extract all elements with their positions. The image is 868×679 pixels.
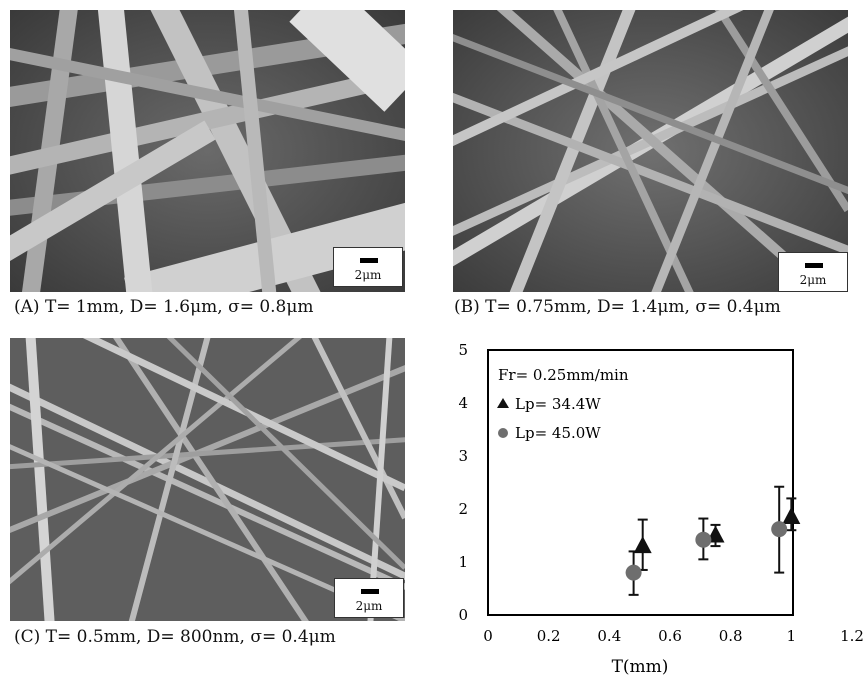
x-axis-label: T(mm) [612,657,669,677]
scale-box-b: 2μm [778,252,848,292]
circle-marker [771,521,788,538]
legend-label-45-0w: Lp= 45.0W [515,424,601,442]
plot-frame [487,349,794,616]
scale-label-c: 2μm [355,599,383,613]
fiber-image-a [10,10,405,292]
sem-image-b: 2μm [453,10,848,292]
circle-marker [695,531,712,548]
x-tick-label: 0 [483,627,493,645]
x-tick-label: 0.8 [719,627,743,645]
scale-label-b: 2μm [799,273,827,287]
circle-marker [625,564,642,581]
triangle-marker [633,536,652,554]
diameter-vs-thickness-chart: 0 1 2 3 4 5 0 0.2 0.4 0.6 0.8 1 1.2 Fr= 0.25mm/min … [458,341,864,677]
y-tick-labels: 0 1 2 3 4 5 [458,341,468,624]
x-tick-label: 0.4 [597,627,621,645]
scale-box-a: 2μm [333,247,403,287]
scale-bar-b [805,263,823,268]
legend-circle-icon [498,428,508,438]
caption-b: (B) T= 0.75mm, D= 1.4μm, σ= 0.4μm [454,297,781,317]
feed-rate-annotation: Fr= 0.25mm/min [498,366,629,384]
x-tick-label: 1.2 [840,627,864,645]
triangle-marker [782,506,801,524]
x-tick-labels: 0 0.2 0.4 0.6 0.8 1 1.2 [483,627,864,645]
data-markers [625,506,801,581]
scale-bar-a [360,258,378,263]
y-tick-label: 2 [458,500,468,518]
scale-box-c: 2μm [334,578,404,618]
x-tick-label: 0.6 [658,627,682,645]
fiber-image-b [453,10,848,292]
legend-triangle-icon [497,398,509,408]
sem-image-a: 2μm [10,10,405,292]
y-tick-label: 5 [458,341,468,359]
y-tick-label: 0 [458,606,468,624]
x-tick-label: 1 [787,627,797,645]
legend-label-34-4w: Lp= 34.4W [515,395,601,413]
y-tick-label: 1 [458,553,468,571]
caption-a: (A) T= 1mm, D= 1.6μm, σ= 0.8μm [14,297,314,317]
scale-label-a: 2μm [354,268,382,282]
caption-c: (C) T= 0.5mm, D= 800nm, σ= 0.4μm [14,627,336,647]
legend: Fr= 0.25mm/min Lp= 34.4W Lp= 45.0W [497,366,629,442]
fiber-image-c [10,338,405,621]
y-tick-label: 4 [458,394,468,412]
sem-image-c: 2μm [10,338,405,621]
scale-bar-c [361,589,379,594]
y-tick-label: 3 [458,447,468,465]
x-tick-label: 0.2 [537,627,561,645]
